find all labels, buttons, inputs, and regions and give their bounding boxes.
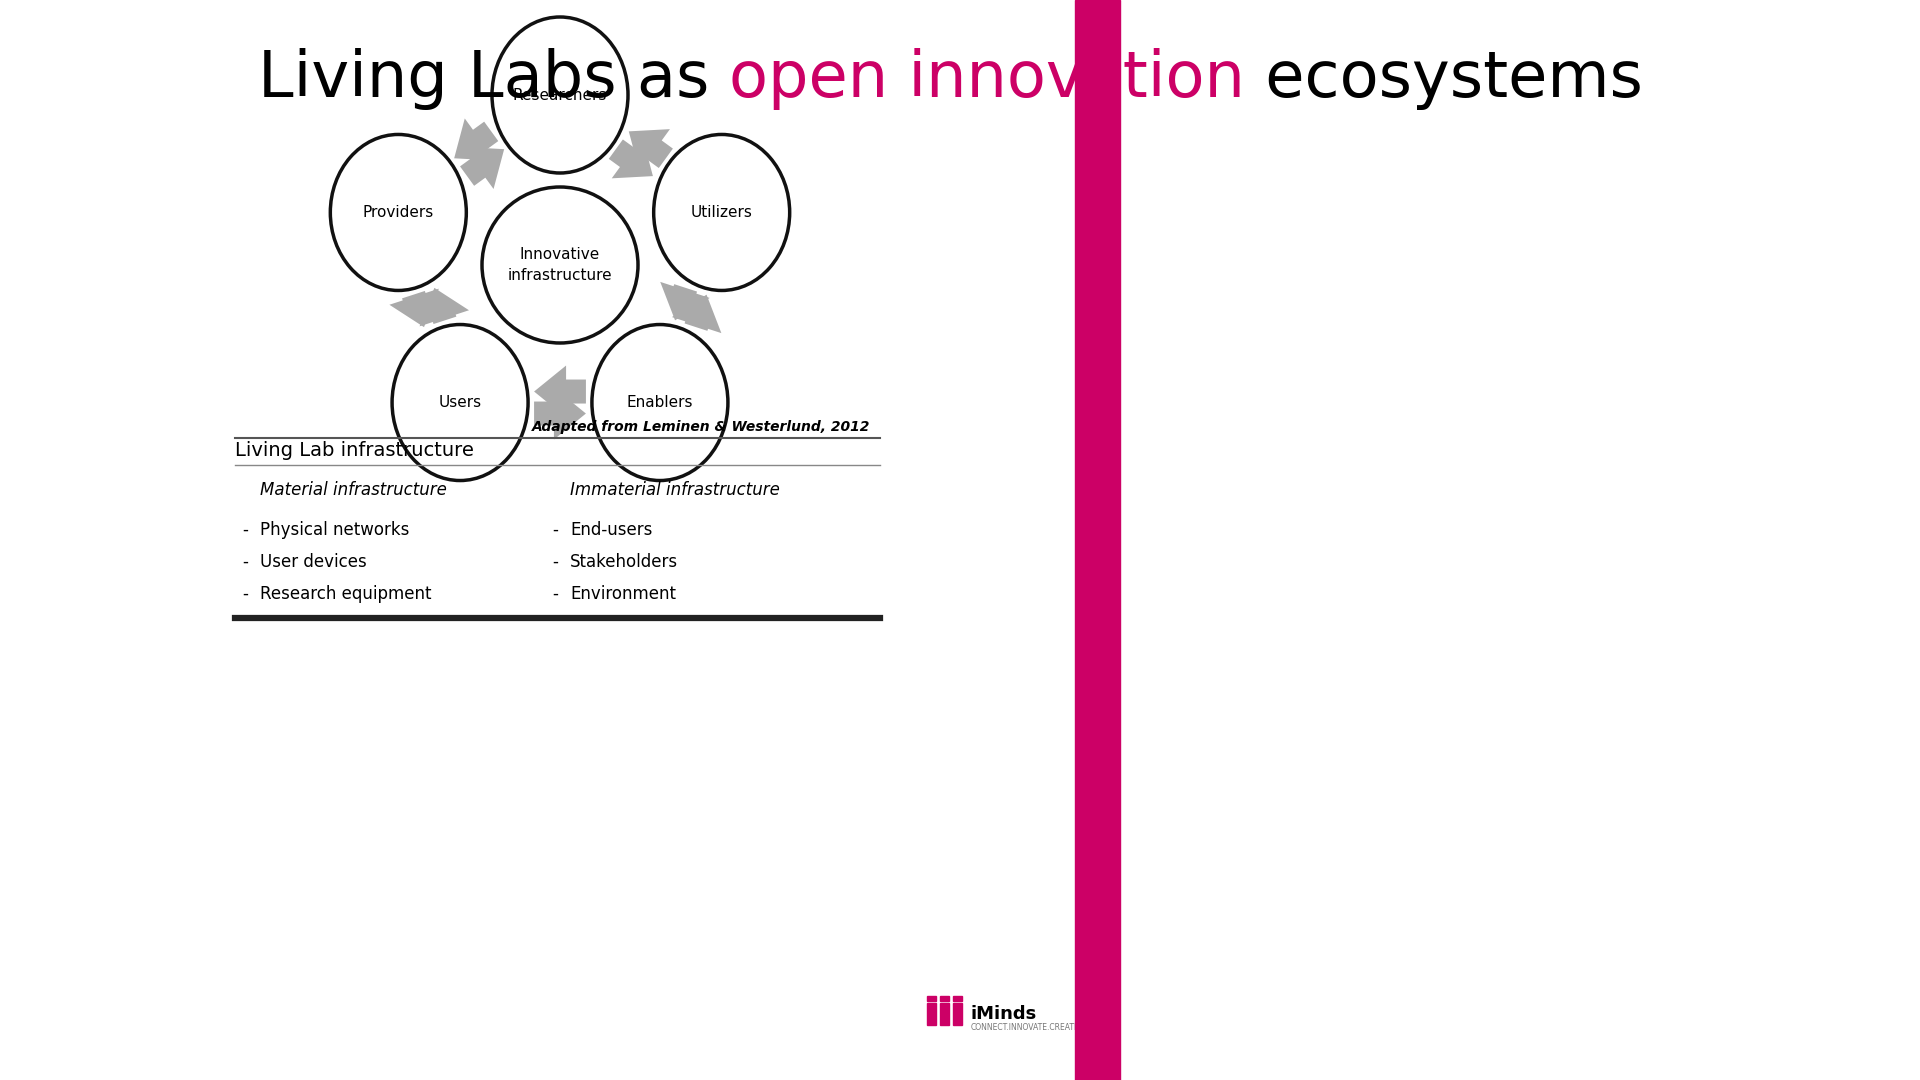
Polygon shape <box>660 282 710 321</box>
Text: Innovative
infrastructure: Innovative infrastructure <box>507 247 612 283</box>
Ellipse shape <box>482 187 637 343</box>
Text: Research equipment: Research equipment <box>259 585 432 603</box>
Text: -: - <box>242 553 248 571</box>
Bar <box>941 996 948 1001</box>
Text: ecosystems: ecosystems <box>1246 49 1644 110</box>
Text: Living Labs as: Living Labs as <box>257 49 730 110</box>
Text: Environment: Environment <box>570 585 676 603</box>
Ellipse shape <box>330 135 467 291</box>
Polygon shape <box>420 288 468 326</box>
Bar <box>952 996 962 1001</box>
Polygon shape <box>609 136 653 178</box>
Text: -: - <box>553 521 559 539</box>
Text: Researchers: Researchers <box>513 87 607 103</box>
Text: CONNECT.INNOVATE.CREATE: CONNECT.INNOVATE.CREATE <box>972 1023 1079 1031</box>
Text: Immaterial infrastructure: Immaterial infrastructure <box>570 481 780 499</box>
Text: Stakeholders: Stakeholders <box>570 553 678 571</box>
Text: -: - <box>242 585 248 603</box>
Text: Providers: Providers <box>363 205 434 220</box>
Polygon shape <box>534 388 586 440</box>
Polygon shape <box>534 365 586 418</box>
Ellipse shape <box>591 324 728 481</box>
Bar <box>927 1003 937 1025</box>
Bar <box>952 1003 962 1025</box>
Bar <box>927 996 937 1001</box>
Text: Users: Users <box>438 395 482 410</box>
Text: -: - <box>553 585 559 603</box>
Ellipse shape <box>653 135 789 291</box>
Text: Material infrastructure: Material infrastructure <box>259 481 447 499</box>
Polygon shape <box>390 288 440 327</box>
Ellipse shape <box>492 17 628 173</box>
Text: open innovation: open innovation <box>730 49 1246 110</box>
Polygon shape <box>672 295 722 333</box>
Text: -: - <box>242 521 248 539</box>
Text: End-users: End-users <box>570 521 653 539</box>
Text: iMinds: iMinds <box>972 1005 1037 1023</box>
Ellipse shape <box>392 324 528 481</box>
Text: Physical networks: Physical networks <box>259 521 409 539</box>
Polygon shape <box>461 147 505 189</box>
Text: -: - <box>553 553 559 571</box>
Text: User devices: User devices <box>259 553 367 571</box>
Polygon shape <box>628 130 672 172</box>
Text: Utilizers: Utilizers <box>691 205 753 220</box>
Bar <box>1075 0 1119 1080</box>
Text: Living Lab infrastructure: Living Lab infrastructure <box>234 441 474 459</box>
Bar <box>941 1003 948 1025</box>
Polygon shape <box>455 119 499 161</box>
Text: Enablers: Enablers <box>626 395 693 410</box>
Text: Adapted from Leminen & Westerlund, 2012: Adapted from Leminen & Westerlund, 2012 <box>532 420 870 434</box>
